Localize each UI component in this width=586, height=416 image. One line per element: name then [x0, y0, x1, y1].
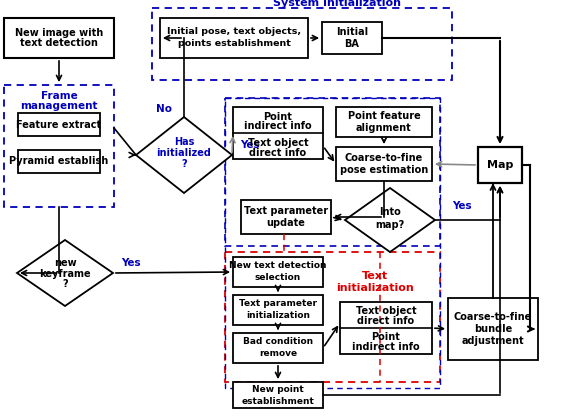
- Text: Point feature: Point feature: [347, 111, 420, 121]
- Text: direct info: direct info: [357, 316, 414, 326]
- Text: Has: Has: [174, 137, 194, 147]
- Text: alignment: alignment: [356, 123, 412, 133]
- Polygon shape: [136, 117, 232, 193]
- Text: New text detection: New text detection: [229, 262, 327, 270]
- Text: map?: map?: [376, 220, 404, 230]
- Bar: [478, 147, 522, 183]
- Text: Yes: Yes: [240, 140, 260, 150]
- Bar: [340, 302, 432, 354]
- Bar: [233, 295, 323, 325]
- Text: Initial pose, text objects,: Initial pose, text objects,: [167, 27, 301, 37]
- Text: Text parameter: Text parameter: [244, 206, 328, 216]
- Text: Feature extract: Feature extract: [16, 119, 101, 129]
- Text: BA: BA: [345, 39, 359, 49]
- Text: Text object: Text object: [356, 306, 416, 316]
- Text: ?: ?: [181, 159, 187, 169]
- Polygon shape: [345, 188, 435, 252]
- Polygon shape: [17, 240, 113, 306]
- Text: Yes: Yes: [452, 201, 472, 211]
- Bar: [225, 252, 440, 382]
- Text: No: No: [156, 104, 172, 114]
- Text: Bad condition: Bad condition: [243, 337, 313, 347]
- Bar: [448, 298, 538, 360]
- Text: New point: New point: [252, 384, 304, 394]
- Text: selection: selection: [255, 273, 301, 282]
- Text: Coarse-to-fine: Coarse-to-fine: [345, 153, 423, 163]
- Bar: [18, 113, 100, 136]
- Bar: [241, 200, 331, 234]
- Text: indirect info: indirect info: [244, 121, 312, 131]
- Text: Point: Point: [264, 112, 292, 122]
- Text: points establishment: points establishment: [178, 40, 291, 49]
- Text: pose estimation: pose estimation: [340, 165, 428, 175]
- Bar: [18, 150, 100, 173]
- Text: Text object: Text object: [248, 138, 308, 148]
- Text: Frame: Frame: [40, 91, 77, 101]
- Text: ?: ?: [62, 279, 68, 289]
- Bar: [233, 257, 323, 287]
- Text: Point: Point: [372, 332, 400, 342]
- Text: Text: Text: [362, 271, 388, 281]
- Bar: [152, 8, 452, 80]
- Bar: [322, 22, 382, 54]
- Text: Coarse-to-fine: Coarse-to-fine: [454, 312, 532, 322]
- Text: adjustment: adjustment: [462, 336, 524, 346]
- Text: initialized: initialized: [156, 148, 212, 158]
- Text: bundle: bundle: [474, 324, 512, 334]
- Text: management: management: [21, 101, 98, 111]
- Text: new: new: [54, 258, 76, 268]
- Text: Map: Map: [487, 160, 513, 170]
- Bar: [233, 382, 323, 408]
- Bar: [4, 85, 114, 207]
- Text: update: update: [267, 218, 305, 228]
- Text: remove: remove: [259, 349, 297, 359]
- Text: text detection: text detection: [20, 38, 98, 48]
- Bar: [233, 107, 323, 159]
- Bar: [225, 98, 440, 388]
- Bar: [233, 333, 323, 363]
- Text: Yes: Yes: [121, 258, 141, 268]
- Bar: [4, 18, 114, 58]
- Text: Into: Into: [379, 207, 401, 217]
- Text: New image with: New image with: [15, 28, 103, 38]
- Text: keyframe: keyframe: [39, 269, 91, 279]
- Text: indirect info: indirect info: [352, 342, 420, 352]
- Text: initialization: initialization: [336, 283, 414, 293]
- Text: Text parameter: Text parameter: [239, 300, 317, 309]
- Text: Initial: Initial: [336, 27, 368, 37]
- Text: direct info: direct info: [250, 148, 306, 158]
- Text: initialization: initialization: [246, 312, 310, 320]
- Bar: [160, 18, 308, 58]
- Text: Pyramid establish: Pyramid establish: [9, 156, 108, 166]
- Bar: [225, 98, 440, 246]
- Text: establishment: establishment: [241, 396, 315, 406]
- Bar: [336, 107, 432, 137]
- Bar: [336, 147, 432, 181]
- Text: System Initialization: System Initialization: [273, 0, 401, 8]
